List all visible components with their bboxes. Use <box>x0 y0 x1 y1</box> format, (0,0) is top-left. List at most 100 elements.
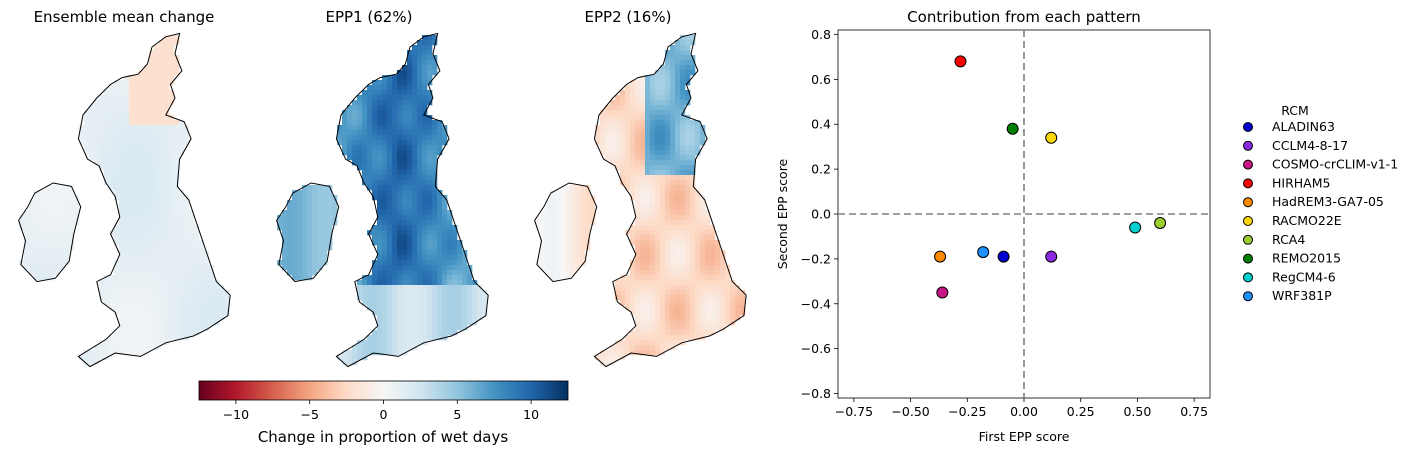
map-cell <box>382 195 388 201</box>
map-cell <box>392 255 398 261</box>
map-cell <box>124 295 130 301</box>
map-cell <box>362 105 368 111</box>
map-cell <box>575 195 581 201</box>
map-cell <box>377 95 383 101</box>
map-cell <box>690 310 696 316</box>
map-cell <box>650 80 656 86</box>
map-cell <box>555 190 561 196</box>
colorbar-tick-label: 5 <box>453 407 461 422</box>
map-cell <box>169 95 175 101</box>
map-cell <box>134 290 140 296</box>
map-cell <box>610 115 616 121</box>
map-cell <box>442 315 448 321</box>
map-cell <box>407 85 413 91</box>
map-cell <box>129 315 135 321</box>
map-cell <box>124 110 130 116</box>
map-cell <box>199 255 205 261</box>
map-cell <box>650 150 656 156</box>
map-cell <box>655 105 661 111</box>
map-cell <box>159 260 165 266</box>
map-cell <box>322 190 328 196</box>
map-cell <box>675 240 681 246</box>
map-cell <box>169 225 175 231</box>
map-cell <box>452 270 458 276</box>
map-cell <box>134 265 140 271</box>
map-cell <box>447 325 453 331</box>
map-cell <box>397 120 403 126</box>
map-cell <box>417 195 423 201</box>
legend-title: RCM <box>1281 103 1309 118</box>
map-cell <box>472 295 478 301</box>
map-cell <box>144 65 150 71</box>
map-cell <box>685 230 691 236</box>
map-cell <box>119 230 125 236</box>
map-cell <box>407 255 413 261</box>
map-cell <box>64 220 70 226</box>
map-cell <box>407 150 413 156</box>
map-cell <box>194 230 200 236</box>
map-cell <box>297 210 303 216</box>
map-cell <box>129 310 135 316</box>
map-cell <box>655 210 661 216</box>
map-cell <box>134 215 140 221</box>
map-cell <box>179 285 185 291</box>
map-cell <box>392 120 398 126</box>
map-cell <box>690 40 696 46</box>
map-cell <box>174 130 180 136</box>
map-cell <box>655 200 661 206</box>
map-cell <box>149 310 155 316</box>
map-cell <box>149 270 155 276</box>
map-cell <box>635 150 641 156</box>
map-cell <box>174 235 180 241</box>
map-cell <box>342 150 348 156</box>
map-cell <box>39 250 45 256</box>
map-cell <box>422 150 428 156</box>
map-cell <box>422 50 428 56</box>
map-cell <box>357 110 363 116</box>
map-cell <box>139 305 145 311</box>
map-cell <box>695 260 701 266</box>
map-cell <box>169 265 175 271</box>
map-cell <box>209 305 215 311</box>
map-cell <box>154 115 160 121</box>
map-cell <box>54 270 60 276</box>
map-cell <box>695 330 701 336</box>
map-cell <box>357 95 363 101</box>
map-cell <box>675 75 681 81</box>
map-cell <box>124 155 130 161</box>
map-cell <box>570 260 576 266</box>
map-cell <box>174 255 180 261</box>
map-cell <box>189 220 195 226</box>
map-cell <box>482 290 488 296</box>
map-cell <box>437 250 443 256</box>
map-cell <box>49 250 55 256</box>
map-cell <box>119 195 125 201</box>
map-cell <box>302 215 308 221</box>
map-cell <box>635 145 641 151</box>
map-cell <box>377 185 383 191</box>
map-cell <box>655 270 661 276</box>
map-cell <box>540 225 546 231</box>
map-cell <box>114 265 120 271</box>
map-cell <box>382 80 388 86</box>
map-cell <box>397 215 403 221</box>
map-cell <box>427 220 433 226</box>
map-cell <box>109 185 115 191</box>
y-tick-label: 0.0 <box>811 207 831 222</box>
map-cell <box>640 290 646 296</box>
map-cell <box>417 55 423 61</box>
map-cell <box>184 240 190 246</box>
map-cell <box>29 235 35 241</box>
map-cell <box>407 65 413 71</box>
y-tick-label: −0.8 <box>801 386 831 401</box>
map-cell <box>377 240 383 246</box>
map-cell <box>640 105 646 111</box>
map-cell <box>675 215 681 221</box>
map-cell <box>735 310 741 316</box>
map-cell <box>337 135 343 141</box>
map-cell <box>377 285 383 291</box>
map-cell <box>134 335 140 341</box>
map-cell <box>189 260 195 266</box>
scatter-points <box>934 55 1167 299</box>
map-cell <box>164 295 170 301</box>
